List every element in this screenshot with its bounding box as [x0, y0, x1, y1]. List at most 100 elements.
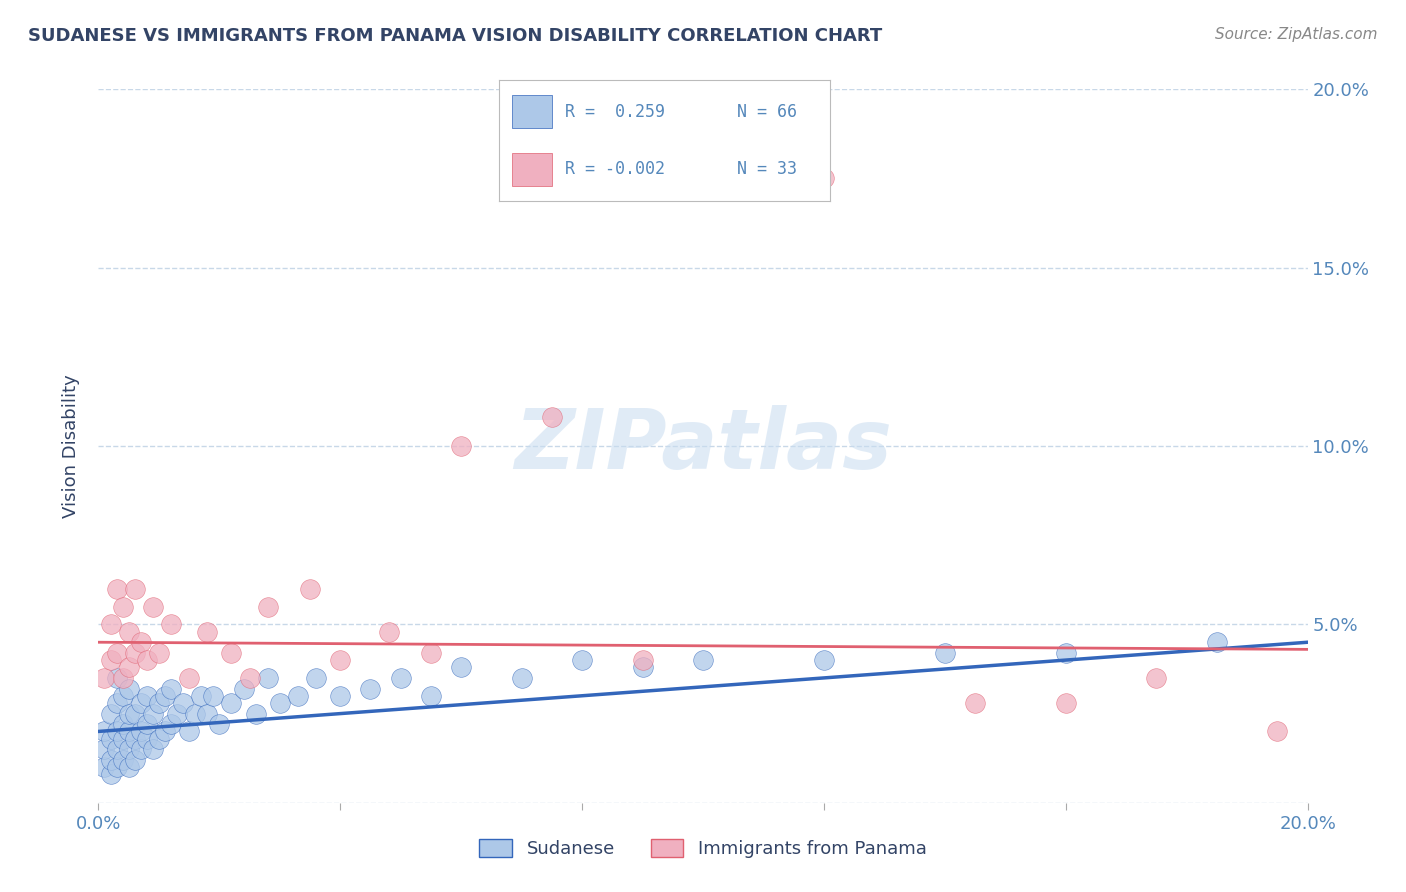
Bar: [512, 153, 553, 186]
Point: [184, 706, 207, 721]
Point: [105, 696, 128, 710]
Point: [118, 724, 141, 739]
Point: [93, 742, 115, 756]
Point: [93, 760, 115, 774]
Point: [118, 660, 141, 674]
Point: [160, 617, 183, 632]
Point: [129, 724, 152, 739]
Point: [179, 671, 201, 685]
Point: [105, 582, 128, 596]
Point: [221, 646, 243, 660]
Point: [124, 706, 146, 721]
Point: [239, 671, 262, 685]
Point: [111, 717, 134, 731]
Point: [389, 671, 412, 685]
Text: N = 33: N = 33: [737, 161, 797, 178]
Point: [142, 599, 165, 614]
Point: [100, 653, 122, 667]
Point: [420, 689, 443, 703]
Text: Source: ZipAtlas.com: Source: ZipAtlas.com: [1215, 27, 1378, 42]
Point: [124, 646, 146, 660]
Point: [142, 742, 165, 756]
Point: [540, 410, 562, 425]
Point: [135, 717, 157, 731]
Point: [256, 599, 278, 614]
Point: [221, 696, 243, 710]
Point: [190, 689, 212, 703]
Point: [148, 696, 170, 710]
Point: [124, 731, 146, 746]
Text: R = -0.002: R = -0.002: [565, 161, 665, 178]
Point: [1054, 646, 1077, 660]
Point: [129, 696, 152, 710]
Point: [813, 171, 835, 186]
Point: [1206, 635, 1229, 649]
Point: [208, 717, 231, 731]
Point: [118, 760, 141, 774]
Point: [111, 689, 134, 703]
Point: [100, 617, 122, 632]
Point: [93, 724, 115, 739]
Point: [148, 646, 170, 660]
Point: [571, 653, 593, 667]
Point: [118, 624, 141, 639]
Point: [202, 689, 225, 703]
Text: R =  0.259: R = 0.259: [565, 103, 665, 120]
Point: [329, 653, 352, 667]
Point: [124, 753, 146, 767]
Point: [118, 681, 141, 696]
Point: [166, 706, 188, 721]
Point: [105, 742, 128, 756]
Point: [153, 689, 176, 703]
Point: [100, 706, 122, 721]
Point: [1144, 671, 1167, 685]
Point: [631, 660, 654, 674]
Point: [179, 724, 201, 739]
Point: [118, 742, 141, 756]
Point: [269, 696, 291, 710]
Point: [124, 582, 146, 596]
Point: [129, 742, 152, 756]
Point: [510, 671, 533, 685]
Point: [111, 599, 134, 614]
Point: [105, 760, 128, 774]
Point: [360, 681, 382, 696]
Point: [135, 731, 157, 746]
Point: [135, 689, 157, 703]
Point: [965, 696, 987, 710]
Point: [100, 767, 122, 781]
Point: [100, 731, 122, 746]
Point: [305, 671, 328, 685]
Point: [118, 706, 141, 721]
Bar: [512, 95, 553, 128]
Point: [631, 653, 654, 667]
Point: [148, 731, 170, 746]
Point: [450, 439, 472, 453]
Point: [256, 671, 278, 685]
Point: [299, 582, 322, 596]
Point: [111, 731, 134, 746]
Point: [160, 681, 183, 696]
Point: [1267, 724, 1289, 739]
Point: [329, 689, 352, 703]
Point: [195, 624, 218, 639]
Point: [172, 696, 194, 710]
Point: [105, 646, 128, 660]
Point: [100, 753, 122, 767]
Point: [813, 653, 835, 667]
Y-axis label: Vision Disability: Vision Disability: [62, 374, 80, 518]
Point: [111, 671, 134, 685]
Point: [420, 646, 443, 660]
Point: [450, 660, 472, 674]
Point: [153, 724, 176, 739]
Point: [142, 706, 165, 721]
Point: [232, 681, 254, 696]
Point: [287, 689, 309, 703]
Point: [105, 671, 128, 685]
Text: SUDANESE VS IMMIGRANTS FROM PANAMA VISION DISABILITY CORRELATION CHART: SUDANESE VS IMMIGRANTS FROM PANAMA VISIO…: [28, 27, 883, 45]
Text: ZIPatlas: ZIPatlas: [515, 406, 891, 486]
Point: [245, 706, 267, 721]
Point: [377, 624, 399, 639]
Point: [160, 717, 183, 731]
Point: [195, 706, 218, 721]
